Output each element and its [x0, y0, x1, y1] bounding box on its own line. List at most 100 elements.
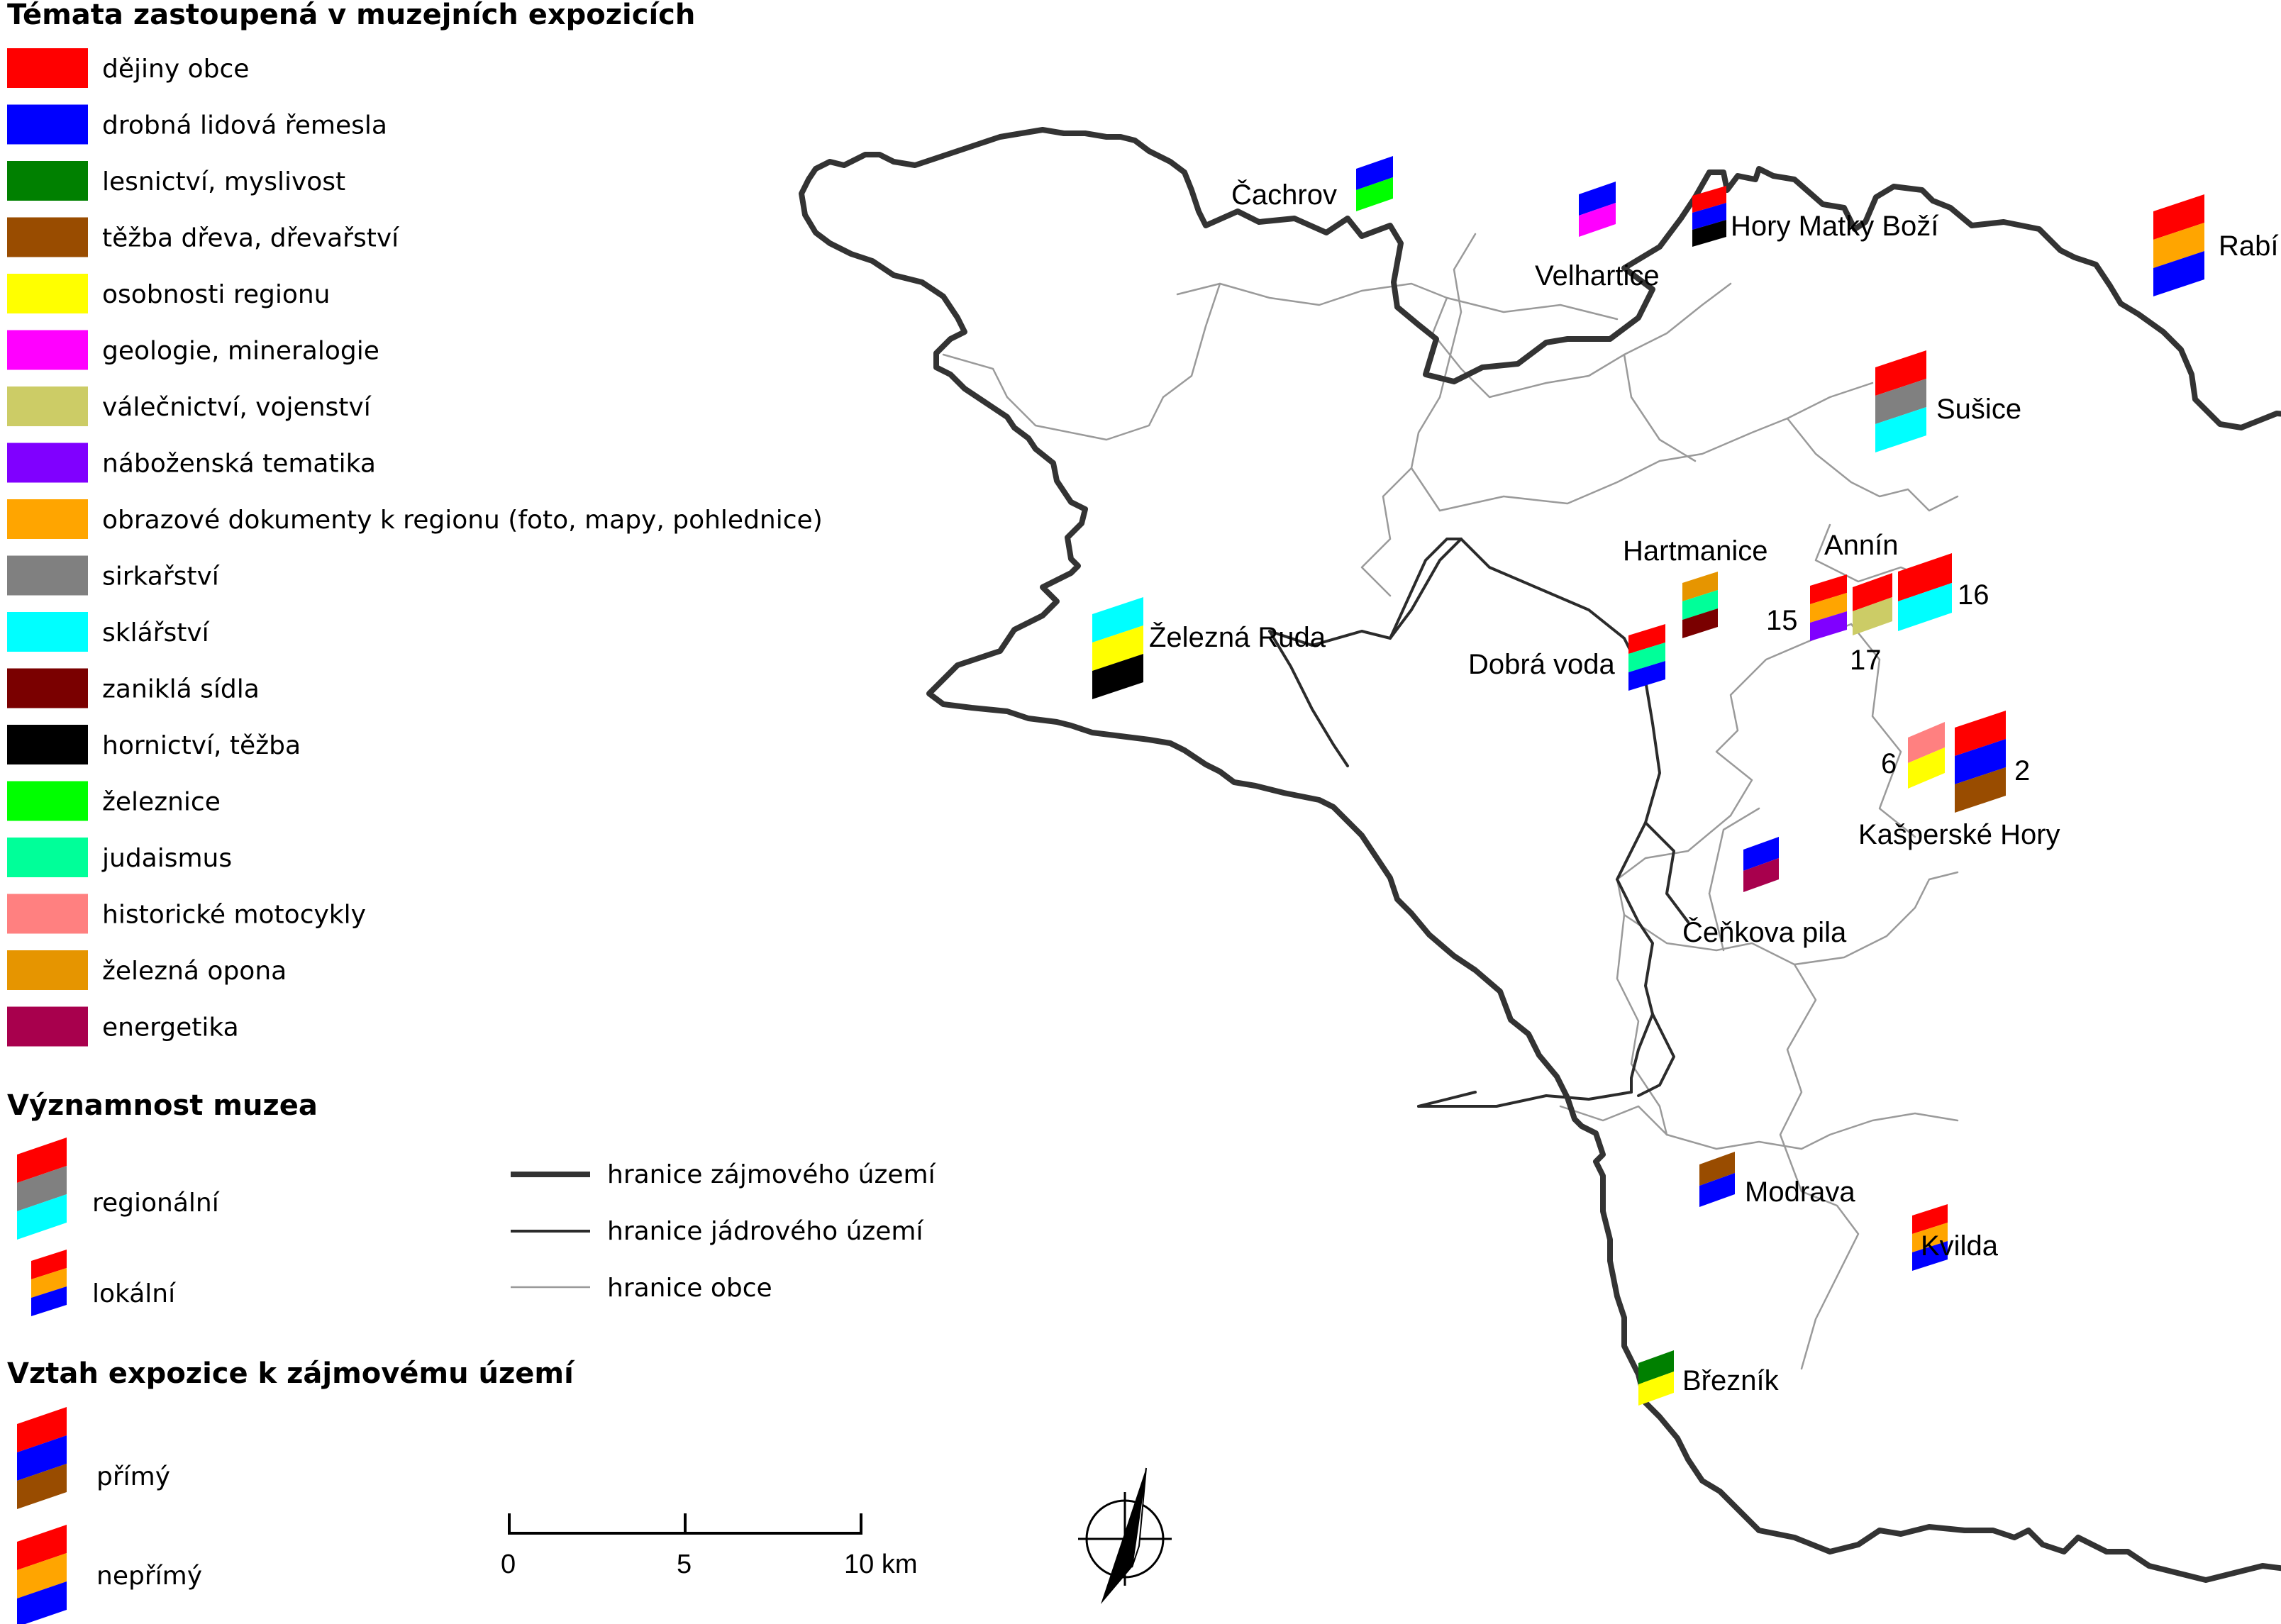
museum-symbol [1092, 597, 1143, 699]
symbol-band [1638, 1372, 1674, 1406]
scale-label-10: 10 km [844, 1550, 917, 1579]
place-label-hartmanice: Hartmanice [1623, 535, 1768, 567]
museum-number-2: 2 [2014, 755, 2030, 786]
legend-theme-label: energetika [102, 1013, 239, 1042]
symbol-band [1579, 203, 1616, 237]
legend-swatch [7, 668, 88, 708]
symbol-band [1628, 661, 1665, 691]
symbol-band [17, 1138, 67, 1183]
boundary-legend-label: hranice zájmového území [607, 1160, 936, 1189]
legend-relation-label: přímý [96, 1462, 170, 1491]
symbol-band [1955, 739, 2006, 784]
museum-symbol [1692, 186, 1726, 247]
symbol-band [1682, 590, 1718, 620]
symbol-band [1356, 156, 1393, 190]
place-label-cenkova-pila: Čeňkova pila [1682, 916, 1847, 948]
symbol-band [1853, 597, 1892, 635]
museum-number-17: 17 [1850, 645, 1882, 676]
relation-legend-title: Vztah expozice k zájmovému území [7, 1357, 575, 1390]
legend-theme-label: historické motocykly [102, 901, 366, 930]
symbol-band [1810, 593, 1847, 623]
legend-swatch [7, 161, 88, 201]
legend-theme-label: náboženská tematika [102, 450, 376, 479]
symbol-band [1955, 767, 2006, 813]
place-label-breznik: Březník [1682, 1365, 1780, 1396]
symbol-band [1810, 574, 1847, 604]
museum-symbol [1682, 572, 1718, 638]
museum-symbol [1356, 156, 1393, 211]
symbol-band [1875, 407, 1926, 452]
symbol-band [1638, 1350, 1674, 1384]
legend-swatch [7, 274, 88, 313]
legend-swatch [7, 725, 88, 764]
symbol-band [1092, 625, 1143, 671]
legend-theme-label: těžba dřeva, dřevařství [102, 224, 399, 253]
museum-symbol [1628, 624, 1665, 691]
symbol-band [1628, 643, 1665, 672]
symbol-band [1908, 722, 1945, 763]
legend-significance-label: lokální [92, 1279, 176, 1308]
symbol-band [1898, 583, 1952, 631]
legend-theme-label: lesnictví, myslivost [102, 167, 345, 196]
legend-swatch [7, 104, 88, 145]
symbol-band [1092, 597, 1143, 643]
legend-swatch [7, 330, 88, 370]
legend-theme-label: zaniklá sídla [102, 675, 260, 704]
place-label-kasperske-hory: Kašperské Hory [1858, 819, 2060, 850]
legend-symbol-local [31, 1250, 67, 1316]
museum-symbol [1908, 722, 1945, 789]
study-area-boundary [799, 127, 2281, 1583]
legend-theme-label: sklářství [102, 618, 210, 647]
symbol-band [1743, 837, 1779, 871]
legend-theme-label: sirkařství [102, 562, 220, 591]
museum-symbol [1955, 711, 2006, 813]
legend-swatch [7, 838, 88, 877]
symbol-band [1810, 611, 1847, 641]
legend-relation-label: nepřímý [96, 1562, 202, 1591]
museum-symbol [1638, 1350, 1674, 1406]
legend-theme-label: drobná lidová řemesla [102, 111, 387, 140]
symbol-band [17, 1525, 67, 1570]
legend-theme-label: osobnosti regionu [102, 280, 331, 309]
legend-theme-label: železnice [102, 788, 221, 817]
boundary-legend-label: hranice jádrového území [607, 1217, 923, 1246]
museum-symbol [1853, 573, 1892, 635]
museum-symbol [1875, 350, 1926, 452]
legend-theme-label: geologie, mineralogie [102, 337, 379, 366]
symbol-band [1912, 1241, 1948, 1271]
legend-swatch [7, 386, 88, 426]
place-label-dobra-voda: Dobrá voda [1468, 649, 1616, 680]
scale-label-0: 0 [501, 1550, 516, 1579]
north-arrow-icon [1078, 1467, 1172, 1604]
legend-theme-label: judaismus [101, 844, 232, 873]
symbol-band [2153, 223, 2204, 268]
symbol-band [1853, 573, 1892, 611]
museum-symbol [1699, 1152, 1735, 1207]
symbol-band [1699, 1152, 1735, 1186]
place-label-zelezna-ruda: Železná Ruda [1149, 621, 1326, 653]
legend-symbol-regional [17, 1138, 67, 1240]
symbol-band [1955, 711, 2006, 756]
symbol-band [1356, 177, 1393, 211]
legend-theme-label: hornictví, těžba [102, 731, 301, 760]
symbol-band [1912, 1223, 1948, 1252]
legend-theme-label: obrazové dokumenty k regionu (foto, mapy… [102, 506, 823, 535]
museum-symbol [1912, 1204, 1948, 1271]
museum-number-16: 16 [1958, 579, 1989, 611]
symbol-band [1699, 1173, 1735, 1207]
legend-significance-label: regionální [92, 1189, 220, 1218]
symbol-band [1628, 624, 1665, 654]
symbol-band [1875, 379, 1926, 424]
symbol-band [17, 1435, 67, 1481]
place-label-kvilda: Kvilda [1921, 1230, 1999, 1262]
legend-theme-label: válečnictví, vojenství [102, 393, 372, 422]
museum-symbol [1810, 574, 1847, 641]
museum-symbol [1579, 182, 1616, 237]
symbol-band [17, 1166, 67, 1211]
legend-swatch [7, 499, 88, 539]
symbol-band [1579, 182, 1616, 216]
symbol-band [2153, 251, 2204, 296]
boundary-legend: hranice zájmového území hranice jádrovéh… [511, 1160, 936, 1303]
legend-swatch [7, 950, 88, 990]
